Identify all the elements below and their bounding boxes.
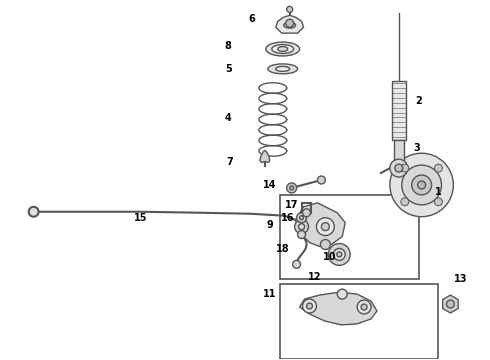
Polygon shape <box>299 292 377 325</box>
Circle shape <box>401 164 409 172</box>
Text: 10: 10 <box>322 252 336 262</box>
Circle shape <box>390 159 408 177</box>
Circle shape <box>321 223 329 231</box>
Ellipse shape <box>284 22 295 28</box>
Ellipse shape <box>276 66 290 71</box>
Circle shape <box>390 153 453 217</box>
Circle shape <box>297 231 306 239</box>
Bar <box>392 81 406 140</box>
Text: 14: 14 <box>263 180 276 190</box>
Text: 17: 17 <box>285 200 298 210</box>
Text: 1: 1 <box>435 187 442 197</box>
Circle shape <box>357 300 371 314</box>
Circle shape <box>286 19 294 27</box>
Circle shape <box>296 213 307 223</box>
Circle shape <box>317 218 334 235</box>
Circle shape <box>435 198 442 206</box>
Ellipse shape <box>272 45 294 54</box>
Text: 4: 4 <box>225 113 231 123</box>
Circle shape <box>337 289 347 299</box>
Polygon shape <box>260 150 270 162</box>
Text: 3: 3 <box>413 143 420 153</box>
Circle shape <box>417 181 426 189</box>
Circle shape <box>402 165 441 205</box>
Bar <box>280 195 418 279</box>
Bar <box>394 140 404 165</box>
Circle shape <box>302 209 311 217</box>
Text: 7: 7 <box>227 157 234 167</box>
Polygon shape <box>295 203 345 247</box>
Text: 15: 15 <box>134 213 147 223</box>
Circle shape <box>294 220 309 234</box>
Bar <box>280 284 439 359</box>
Circle shape <box>298 224 305 230</box>
Circle shape <box>287 183 296 193</box>
Circle shape <box>299 216 303 220</box>
Circle shape <box>337 252 342 257</box>
Circle shape <box>318 176 325 184</box>
Circle shape <box>307 303 313 309</box>
Text: 12: 12 <box>308 272 321 282</box>
Circle shape <box>333 248 345 260</box>
Circle shape <box>328 243 350 265</box>
Circle shape <box>361 304 367 310</box>
Circle shape <box>412 175 432 195</box>
Polygon shape <box>276 15 303 33</box>
Ellipse shape <box>266 42 299 56</box>
Text: 8: 8 <box>225 41 232 51</box>
Circle shape <box>293 260 300 268</box>
Text: 11: 11 <box>263 289 276 299</box>
Circle shape <box>287 6 293 12</box>
Ellipse shape <box>268 64 297 74</box>
Text: 16: 16 <box>281 213 294 223</box>
Circle shape <box>435 164 442 172</box>
Circle shape <box>29 207 39 217</box>
Text: 2: 2 <box>415 96 422 105</box>
Text: 6: 6 <box>248 14 255 24</box>
Circle shape <box>401 198 409 206</box>
Text: 13: 13 <box>454 274 467 284</box>
Ellipse shape <box>278 46 288 51</box>
Text: 9: 9 <box>267 220 273 230</box>
Text: 18: 18 <box>276 244 290 255</box>
Circle shape <box>290 186 294 190</box>
Circle shape <box>395 164 403 172</box>
Circle shape <box>302 299 317 313</box>
Text: 5: 5 <box>225 64 231 74</box>
Circle shape <box>446 300 454 308</box>
Circle shape <box>320 239 330 249</box>
